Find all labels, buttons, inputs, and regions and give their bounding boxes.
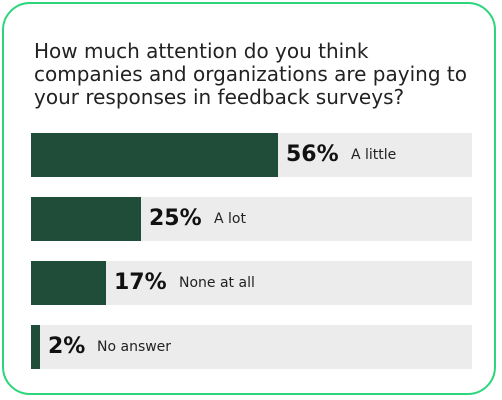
bar-category-label: No answer <box>97 339 172 355</box>
bar-track <box>31 325 472 369</box>
bar-fill <box>31 261 106 305</box>
bar-category-label: A lot <box>214 211 246 227</box>
bar-category-label: None at all <box>179 275 255 291</box>
bar-fill <box>31 325 40 369</box>
bar-row: 2% No answer <box>31 325 472 369</box>
bar-fill <box>31 133 278 177</box>
bar-value-label: 2% <box>48 334 86 359</box>
bar-row: 17% None at all <box>31 261 472 305</box>
bar-value-label: 25% <box>149 206 202 231</box>
bar-value-label: 17% <box>114 270 167 295</box>
bar-row: 56% A little <box>31 133 472 177</box>
chart-title: How much attention do you think companie… <box>34 39 467 109</box>
bar-category-label: A little <box>351 147 397 163</box>
bar-fill <box>31 197 141 241</box>
bar-value-label: 56% <box>286 142 339 167</box>
bar-row: 25% A lot <box>31 197 472 241</box>
